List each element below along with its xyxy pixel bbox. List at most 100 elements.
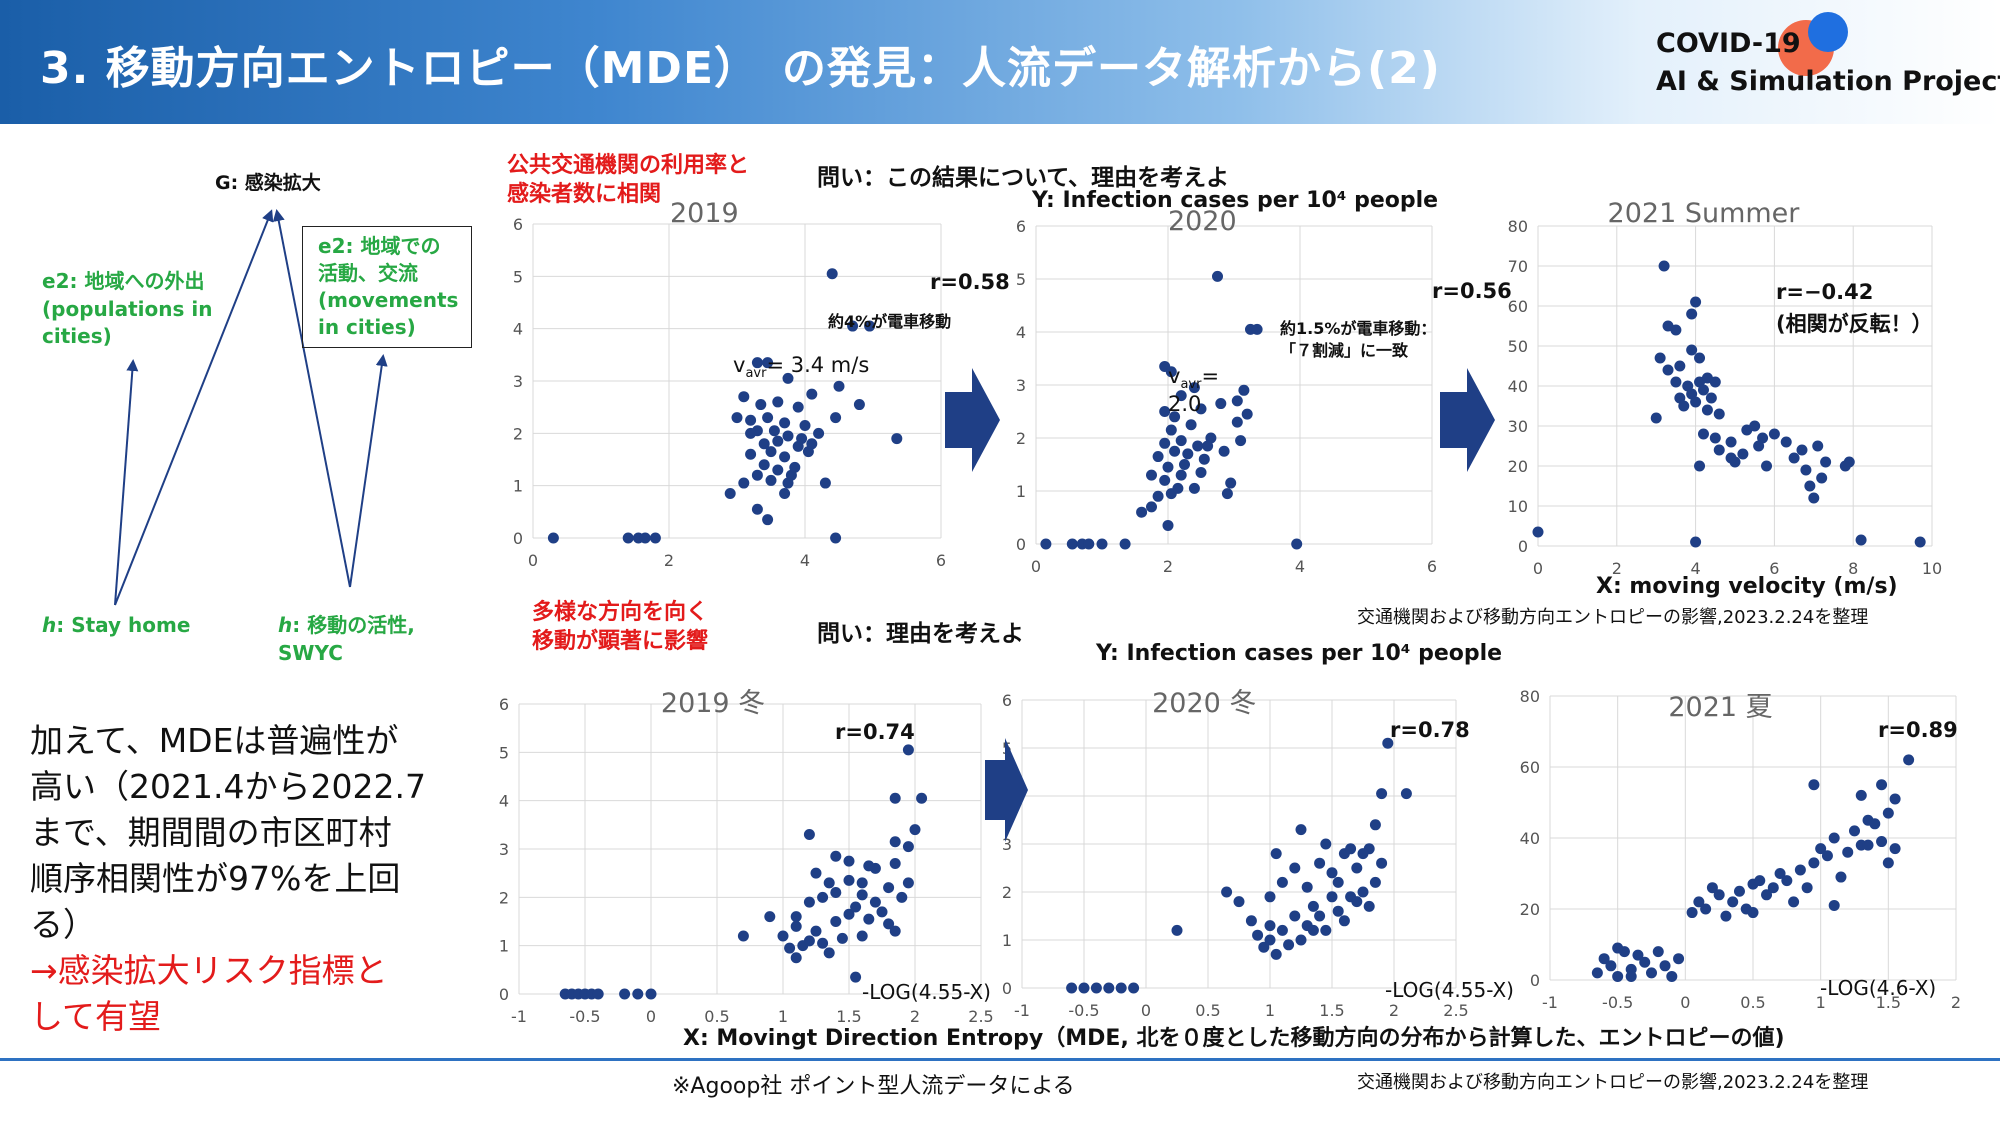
x-tick-label: 0 (528, 551, 538, 570)
data-point (1774, 868, 1786, 879)
transit-correlation-line2: 感染者数に相関 (507, 182, 662, 207)
page-title: 3. 移動方向エントロピー（MDE） の発見：人流データ解析から(2) (40, 43, 1441, 94)
data-point (649, 532, 661, 544)
data-point (1162, 461, 1174, 473)
data-point (1221, 488, 1233, 500)
data-point (1119, 538, 1131, 550)
data-point (843, 874, 855, 886)
data-point (1761, 889, 1773, 901)
x-tick-label: 2 (1389, 1001, 1399, 1020)
data-source-note: ※Agoop社 ポイント型人流データによる (672, 1074, 1075, 1099)
data-point (1301, 881, 1313, 893)
data-point (823, 877, 835, 889)
data-point (1767, 882, 1779, 894)
activation-label-line2: SWYC (278, 641, 343, 665)
data-point (1709, 376, 1721, 388)
y-tick-label: 2 (513, 424, 523, 443)
data-point (1326, 891, 1338, 903)
arrow-2019-to-2020 (945, 368, 1000, 472)
data-point (1159, 474, 1171, 486)
x-tick-label: 0 (1680, 993, 1690, 1012)
data-point (1781, 875, 1793, 887)
data-point (817, 891, 829, 903)
data-point (1598, 953, 1610, 965)
arrow-stay-to-goal (114, 209, 274, 606)
data-point (916, 792, 928, 804)
chart-title: 2019 冬 (661, 688, 765, 719)
r-value-winter-2019: r=0.74 (835, 720, 915, 744)
data-point (784, 942, 796, 954)
data-point (1876, 836, 1888, 848)
data-point (1307, 924, 1319, 936)
x-tick-label: 4 (800, 551, 810, 570)
x-tick-label: 2.5 (1443, 1001, 1468, 1020)
data-point (1276, 876, 1288, 888)
data-point (738, 391, 750, 403)
data-point (1369, 876, 1381, 888)
data-point (1646, 967, 1657, 979)
y-tick-label: 5 (1016, 270, 1026, 289)
data-point (1690, 536, 1702, 548)
data-point (1289, 910, 1301, 922)
chart-title: 2021 Summer (1608, 198, 1801, 229)
data-point (765, 474, 777, 486)
outing-label-line3: cities) (42, 324, 112, 348)
x-tick-label: 1.5 (836, 1007, 861, 1026)
x-function-winter-2020: -LOG(4.55-X) (1385, 978, 1514, 1002)
data-point (1202, 440, 1214, 452)
data-point (1804, 480, 1816, 492)
y-tick-label: 0 (1530, 971, 1540, 990)
data-point (1674, 360, 1686, 372)
y-tick-label: 3 (513, 372, 523, 391)
data-point (889, 925, 901, 937)
data-point (1357, 886, 1369, 898)
data-point (1369, 819, 1381, 831)
data-point (779, 451, 791, 463)
data-point (1761, 460, 1773, 472)
y-tick-label: 30 (1508, 417, 1528, 436)
data-point (863, 860, 875, 872)
y-tick-label: 1 (1016, 482, 1026, 501)
activation-label-line1: h: 移動の活性, (278, 613, 415, 637)
data-point (1078, 982, 1090, 994)
y-tick-label: 20 (1520, 900, 1540, 919)
data-point (1179, 459, 1190, 470)
y-tick-label: 0 (1002, 979, 1012, 998)
data-point (1700, 903, 1712, 915)
x-tick-label: 0 (1533, 559, 1543, 578)
y-tick-label: 50 (1508, 337, 1528, 356)
x-tick-label: 6 (1427, 557, 1437, 576)
data-point (1218, 445, 1230, 457)
arrow-stay-to-outing (114, 359, 139, 606)
data-point (1780, 436, 1792, 448)
data-point (755, 399, 767, 411)
data-point (1175, 469, 1187, 481)
y-tick-label: 5 (513, 267, 523, 286)
data-point (1652, 946, 1664, 958)
x-tick-label: 6 (1769, 559, 1779, 578)
data-point (1185, 419, 1197, 431)
data-point (1212, 270, 1223, 282)
data-point (779, 488, 791, 500)
data-point (1345, 843, 1357, 855)
mid-question: 問い：理由を考えよ (817, 621, 1024, 647)
data-point (856, 889, 868, 901)
x-tick-label: 0 (646, 1007, 656, 1026)
data-point (1175, 435, 1187, 447)
y-tick-label: 1 (513, 477, 523, 496)
data-point (803, 935, 815, 947)
data-point (830, 887, 842, 898)
data-point (1882, 857, 1894, 869)
r-value-winter-2020: r=0.78 (1390, 718, 1470, 742)
data-point (830, 916, 842, 927)
x-tick-label: 6 (936, 551, 946, 570)
data-point (810, 867, 822, 879)
data-point (1801, 882, 1813, 894)
data-point (843, 908, 855, 920)
data-point (1351, 896, 1363, 908)
project-label-line1: COVID-19 (1656, 28, 1801, 59)
x-tick-label: -1 (1014, 1001, 1030, 1020)
data-point (1400, 788, 1412, 800)
data-point (1307, 900, 1319, 912)
x-tick-label: 1 (778, 1007, 788, 1026)
